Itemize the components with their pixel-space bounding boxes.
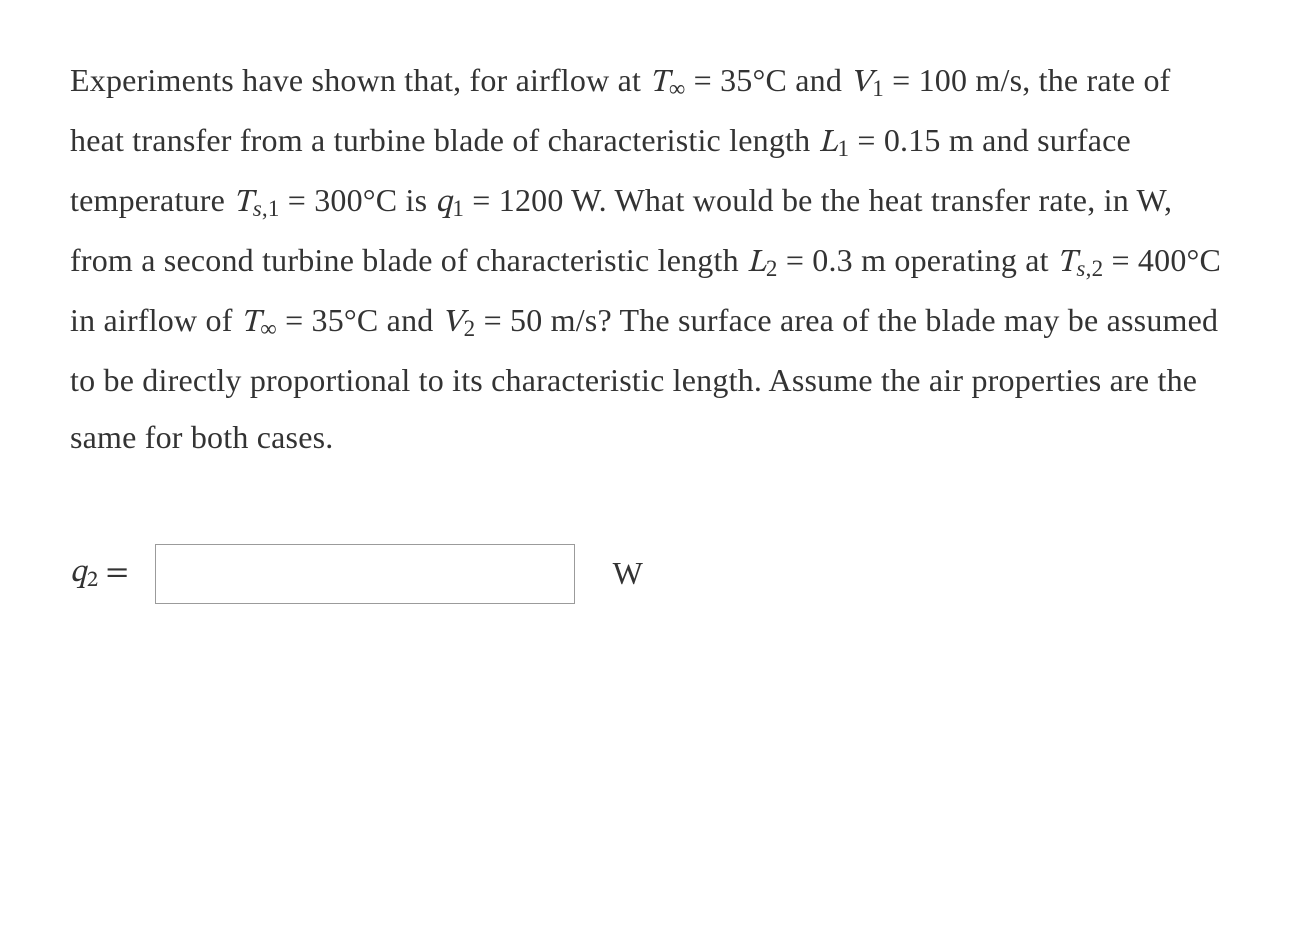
- math-base: V: [850, 67, 872, 99]
- math-subscript: 2: [464, 315, 476, 341]
- problem-text-segment: = 35°C and: [277, 302, 442, 338]
- answer-unit: W: [613, 555, 643, 592]
- math-subscript: ∞: [669, 75, 686, 101]
- math-symbol: T∞: [241, 302, 277, 338]
- math-symbol: q1: [436, 182, 465, 218]
- problem-text-segment: =: [685, 62, 720, 98]
- math-base: T: [1057, 247, 1077, 279]
- math-symbol: Ts,2: [1057, 242, 1103, 278]
- math-subscript: ∞: [260, 315, 277, 341]
- math-symbol: V1: [850, 62, 884, 98]
- math-base: q: [436, 187, 453, 219]
- math-symbol: L1: [819, 122, 850, 158]
- q2-input[interactable]: [155, 544, 575, 604]
- answer-row: q2 = W: [70, 544, 1227, 604]
- problem-text-segment: Experiments have shown that, for airflow…: [70, 62, 649, 98]
- math-subscript: 1: [837, 135, 849, 161]
- page: Experiments have shown that, for airflow…: [0, 0, 1297, 944]
- math-subscript: 1: [872, 75, 884, 101]
- answer-var: q: [70, 557, 87, 589]
- math-subscript: s,2: [1076, 255, 1103, 281]
- math-base: T: [241, 307, 261, 339]
- math-base: L: [747, 247, 766, 279]
- math-base: T: [649, 67, 669, 99]
- answer-var-sub: 2: [87, 569, 98, 592]
- problem-text-segment: 35°C and: [720, 62, 850, 98]
- math-symbol: V2: [442, 302, 476, 338]
- math-base: L: [819, 127, 838, 159]
- problem-text-segment: = 300°C is: [280, 182, 436, 218]
- problem-text-segment: = 0.3 m operating at: [778, 242, 1057, 278]
- math-symbol: Ts,1: [233, 182, 279, 218]
- math-subscript: 2: [766, 255, 778, 281]
- math-base: T: [233, 187, 253, 219]
- math-subscript: s,1: [253, 195, 280, 221]
- math-symbol: T∞: [649, 62, 685, 98]
- math-base: V: [442, 307, 464, 339]
- math-symbol: L2: [747, 242, 778, 278]
- answer-label: q2 =: [70, 553, 129, 595]
- problem-statement: Experiments have shown that, for airflow…: [70, 52, 1227, 466]
- answer-equals: =: [98, 557, 129, 589]
- math-subscript: 1: [452, 195, 464, 221]
